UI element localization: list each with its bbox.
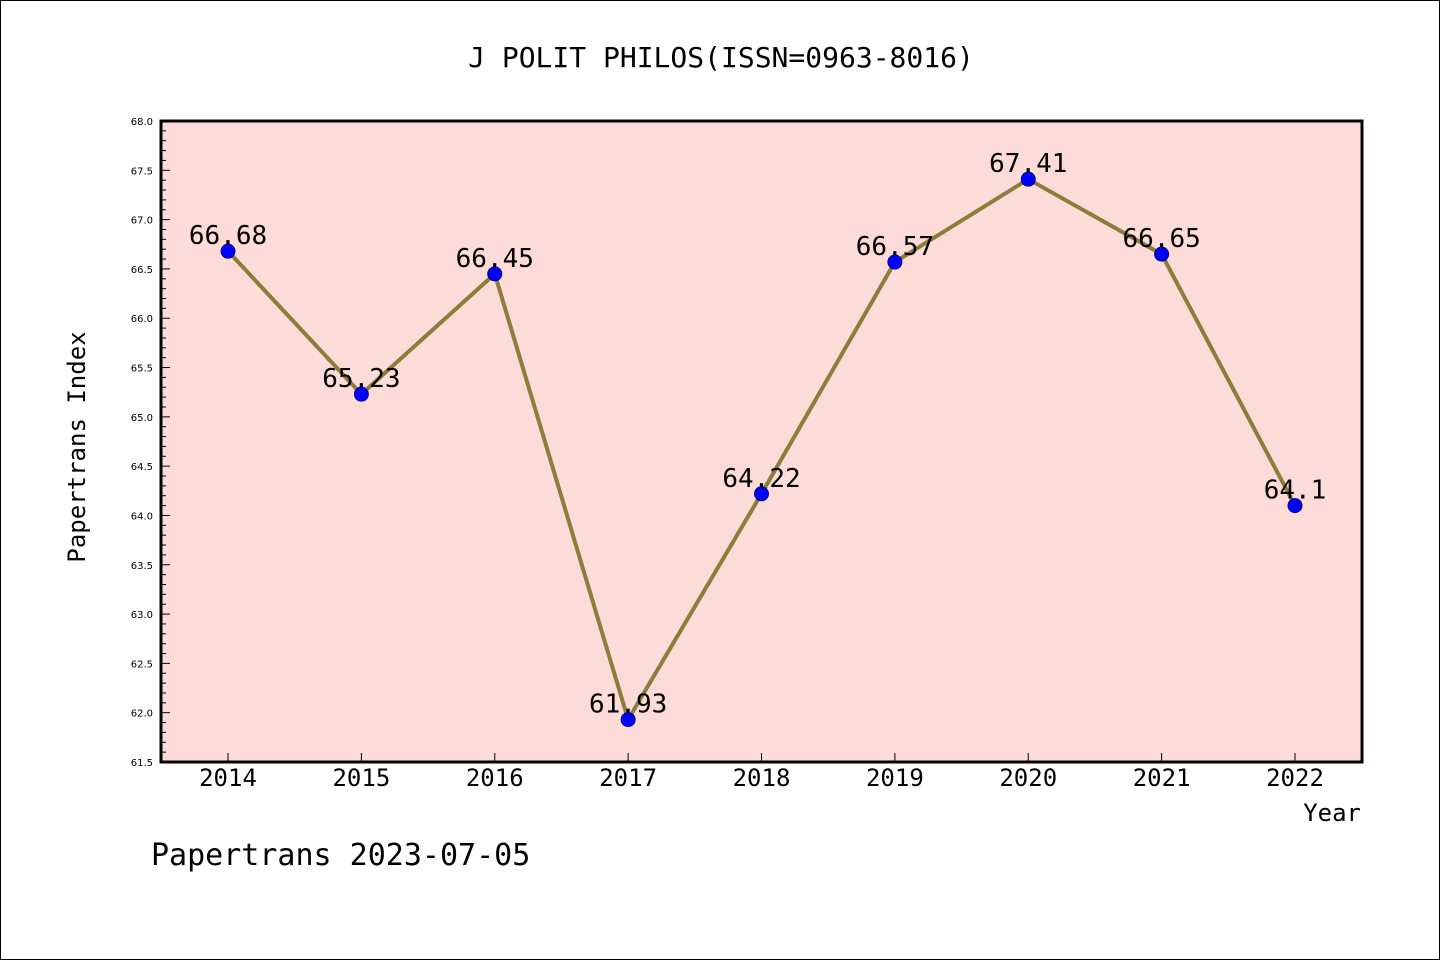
data-points (220, 171, 1303, 728)
footer-text: Papertrans 2023-07-05 (151, 838, 530, 873)
data-point (220, 243, 236, 259)
data-label: 66.57 (856, 232, 934, 262)
x-tick-label: 2021 (1133, 764, 1191, 792)
y-tick-label: 62.0 (131, 709, 153, 720)
x-tick-label: 2022 (1266, 764, 1324, 792)
y-tick-label: 62.5 (131, 659, 153, 670)
data-label: 61.93 (589, 690, 667, 720)
x-axis-title: Year (1303, 799, 1361, 827)
data-label: 64.22 (722, 464, 800, 494)
data-point (1287, 498, 1303, 514)
x-tick-label: 2020 (999, 764, 1057, 792)
y-tick-label: 67.0 (131, 216, 153, 227)
x-tick-label: 2016 (466, 764, 524, 792)
plot-area (161, 121, 1362, 762)
data-point (620, 712, 636, 728)
data-point (487, 266, 503, 282)
x-tick-label: 2018 (733, 764, 791, 792)
x-tick-label: 2014 (199, 764, 257, 792)
y-tick-label: 63.5 (131, 561, 153, 572)
data-label: 66.65 (1122, 224, 1200, 254)
y-tick-label: 65.5 (131, 364, 153, 375)
y-tick-label: 63.0 (131, 610, 153, 621)
x-axis: 2014 2015 2016 2017 2018 2019 2020 2021 2022 (199, 753, 1324, 792)
y-tick-label: 66.0 (131, 314, 153, 325)
data-point (754, 486, 769, 502)
y-tick-label: 61.5 (131, 758, 153, 769)
plot-border (159, 119, 1364, 764)
data-label: 67.41 (989, 149, 1067, 179)
data-point (353, 386, 369, 402)
y-tick-label: 67.5 (131, 166, 153, 177)
data-label: 66.45 (456, 244, 534, 274)
x-tick-label: 2019 (866, 764, 924, 792)
data-label: 66.68 (189, 221, 267, 251)
y-tick-label: 66.5 (131, 265, 153, 276)
x-tick-label: 2017 (599, 764, 657, 792)
chart-title: J POLIT PHILOS(ISSN=0963-8016) (468, 41, 974, 74)
y-tick-label: 68.0 (131, 117, 153, 128)
y-tick-label: 65.0 (131, 413, 153, 424)
data-point (887, 254, 903, 270)
data-point (1020, 171, 1036, 187)
data-label: 64.1 (1264, 476, 1327, 506)
data-labels: 66.68 65.23 66.45 61.93 64.22 66.57 67.41 66.65… (189, 149, 1326, 719)
y-tick-label: 64.5 (131, 462, 153, 473)
data-label: 65.23 (322, 364, 400, 394)
data-point (1154, 246, 1170, 262)
x-tick-label: 2015 (332, 764, 390, 792)
y-tick-label: 64.0 (131, 511, 153, 522)
y-axis-title: Papertrans Index (63, 331, 91, 562)
